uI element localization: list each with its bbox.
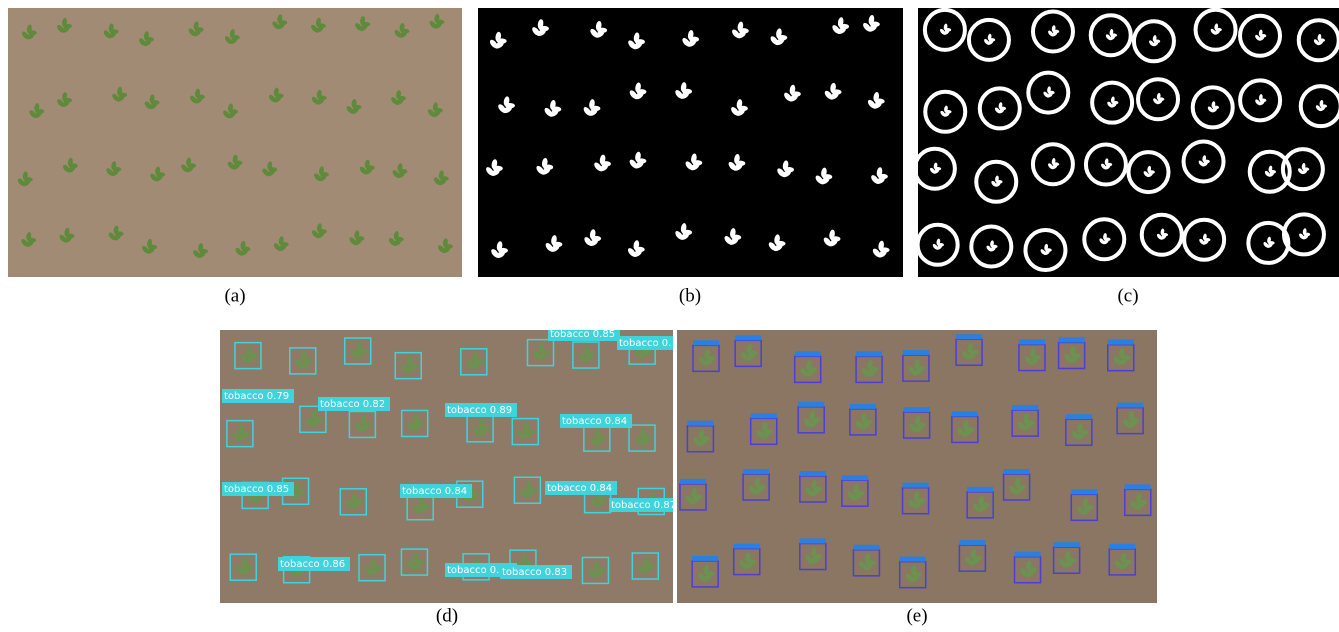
box-label xyxy=(956,334,982,339)
box-label xyxy=(1059,337,1085,342)
panel-b-image xyxy=(478,8,903,277)
box-label xyxy=(798,402,824,407)
caption: (d) xyxy=(436,605,458,626)
box-label xyxy=(1054,542,1080,547)
box-label xyxy=(1066,414,1092,419)
box-label xyxy=(692,556,718,561)
box-label xyxy=(1117,403,1143,408)
caption: (e) xyxy=(906,605,927,626)
box-label xyxy=(856,351,882,356)
box-label xyxy=(903,350,929,355)
box-label xyxy=(959,540,985,545)
detection-label: tobacco 0.87 xyxy=(611,500,676,511)
detection-label: tobacco 0.79 xyxy=(224,391,289,402)
detection-label: tobacco 0.84 xyxy=(547,483,612,494)
box-label xyxy=(903,483,929,488)
box-label xyxy=(904,407,930,412)
box-label xyxy=(1004,469,1030,474)
box-label xyxy=(743,469,769,474)
detection-label: tobacco 0.83 xyxy=(502,567,567,578)
box-label xyxy=(1015,552,1041,557)
detection-label: tobacco 0.86 xyxy=(280,559,345,570)
box-label xyxy=(735,335,761,340)
detection-label: tobacco 0.85 xyxy=(224,484,289,495)
box-label xyxy=(1109,544,1135,549)
detection-label: tobacco 0.84 xyxy=(562,416,627,427)
box-label xyxy=(1071,489,1097,494)
detection-label: tobacco 0.89 xyxy=(447,405,512,416)
box-label xyxy=(680,479,706,484)
box-label xyxy=(1125,484,1151,489)
box-label xyxy=(687,421,713,426)
box-label xyxy=(800,471,826,476)
box-label xyxy=(734,544,760,549)
box-label xyxy=(800,539,826,544)
detection-label: tobacco 0.84 xyxy=(402,486,467,497)
detection-label: tobacco 0.82 xyxy=(320,399,385,410)
box-label xyxy=(967,487,993,492)
box-label xyxy=(853,545,879,550)
box-label xyxy=(1019,340,1045,345)
box-label xyxy=(842,475,868,480)
figure: tobacco 0.85 tobacco 0. tobacco 0.79 tobacc… xyxy=(0,0,1339,632)
detection-label: tobacco 0.85 xyxy=(550,329,615,340)
box-label xyxy=(751,413,777,418)
box-label xyxy=(952,411,978,416)
box-label xyxy=(693,340,719,345)
box-label xyxy=(795,351,821,356)
caption: (c) xyxy=(1117,285,1138,306)
box-label xyxy=(1012,405,1038,410)
caption: (b) xyxy=(679,285,701,306)
caption: (a) xyxy=(224,285,245,306)
detection-label: tobacco 0. xyxy=(619,338,671,349)
box-label xyxy=(900,557,926,562)
box-label xyxy=(1108,340,1134,345)
box-label xyxy=(850,404,876,409)
